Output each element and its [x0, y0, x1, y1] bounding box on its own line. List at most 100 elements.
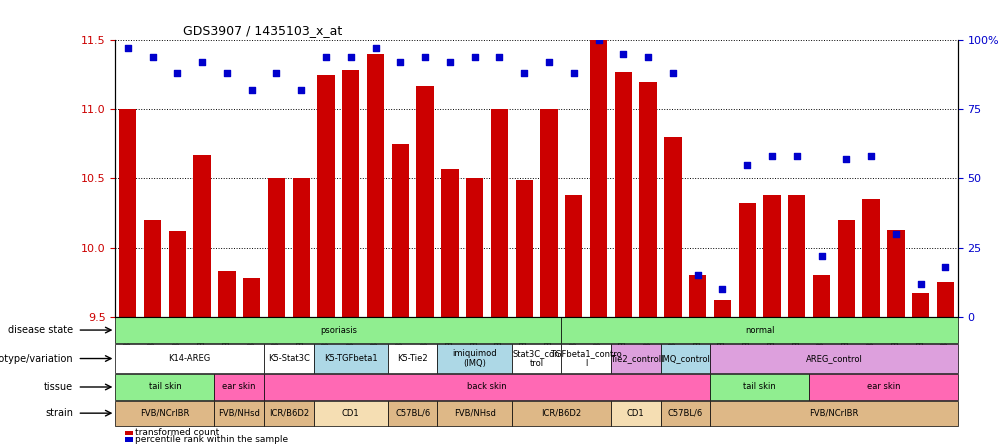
Bar: [763, 195, 780, 317]
Bar: [342, 71, 359, 317]
Point: [466, 53, 482, 60]
Bar: [441, 169, 458, 317]
Bar: [660, 344, 709, 373]
Bar: [837, 220, 854, 317]
Bar: [268, 178, 285, 317]
Point: [169, 70, 185, 77]
Text: FVB/NHsd: FVB/NHsd: [453, 408, 495, 418]
Bar: [709, 344, 957, 373]
Text: tissue: tissue: [44, 382, 73, 392]
Point: [367, 45, 383, 52]
Bar: [214, 400, 264, 426]
Text: C57BL/6: C57BL/6: [667, 408, 702, 418]
Bar: [490, 109, 508, 317]
Bar: [437, 400, 511, 426]
Text: ICR/B6D2: ICR/B6D2: [541, 408, 581, 418]
Bar: [143, 220, 161, 317]
Bar: [314, 400, 388, 426]
Point: [343, 53, 359, 60]
Bar: [437, 344, 511, 373]
Text: strain: strain: [45, 408, 73, 418]
Bar: [511, 400, 610, 426]
Text: percentile rank within the sample: percentile rank within the sample: [135, 435, 289, 444]
Bar: [788, 195, 805, 317]
Bar: [193, 155, 210, 317]
Text: genotype/variation: genotype/variation: [0, 353, 73, 364]
Bar: [709, 374, 809, 400]
Point: [863, 153, 879, 160]
Text: transformed count: transformed count: [135, 428, 219, 437]
Point: [218, 70, 234, 77]
Bar: [314, 344, 388, 373]
Point: [614, 50, 630, 57]
Text: K5-TGFbeta1: K5-TGFbeta1: [324, 354, 377, 363]
Point: [764, 153, 780, 160]
Text: disease state: disease state: [8, 325, 73, 335]
Point: [738, 161, 755, 168]
Text: CD1: CD1: [626, 408, 644, 418]
Bar: [610, 344, 660, 373]
Text: ear skin: ear skin: [222, 382, 256, 392]
Text: ICR/B6D2: ICR/B6D2: [269, 408, 309, 418]
Text: GDS3907 / 1435103_x_at: GDS3907 / 1435103_x_at: [182, 24, 342, 37]
Point: [392, 59, 408, 66]
Text: normal: normal: [744, 325, 774, 335]
Bar: [264, 344, 314, 373]
Bar: [388, 344, 437, 373]
Bar: [466, 178, 483, 317]
Bar: [367, 54, 384, 317]
Bar: [540, 109, 557, 317]
Text: ear skin: ear skin: [866, 382, 900, 392]
Bar: [887, 230, 904, 317]
Text: CD1: CD1: [342, 408, 359, 418]
Text: AREG_control: AREG_control: [805, 354, 862, 363]
Text: Tie2_control: Tie2_control: [609, 354, 660, 363]
Point: [491, 53, 507, 60]
Bar: [264, 374, 709, 400]
Bar: [511, 344, 561, 373]
Point: [243, 86, 260, 93]
Bar: [639, 82, 656, 317]
Bar: [663, 137, 681, 317]
Point: [887, 230, 903, 238]
Point: [937, 264, 953, 271]
Text: tail skin: tail skin: [148, 382, 181, 392]
Bar: [614, 72, 631, 317]
Point: [912, 280, 928, 287]
Bar: [218, 271, 235, 317]
Point: [689, 272, 705, 279]
Point: [144, 53, 160, 60]
Bar: [936, 282, 953, 317]
Text: TGFbeta1_contro
l: TGFbeta1_contro l: [550, 349, 621, 368]
Bar: [660, 400, 709, 426]
Bar: [709, 400, 957, 426]
Point: [417, 53, 433, 60]
Point: [813, 253, 829, 260]
Point: [442, 59, 458, 66]
Point: [540, 59, 556, 66]
Bar: [688, 275, 705, 317]
Bar: [115, 317, 561, 343]
Text: K14-AREG: K14-AREG: [168, 354, 210, 363]
Bar: [391, 144, 409, 317]
Point: [293, 86, 309, 93]
Bar: [293, 178, 310, 317]
Point: [516, 70, 532, 77]
Text: IMQ_control: IMQ_control: [659, 354, 709, 363]
Point: [788, 153, 804, 160]
Bar: [168, 231, 185, 317]
Text: FVB/NCrIBR: FVB/NCrIBR: [809, 408, 858, 418]
Point: [119, 45, 135, 52]
Bar: [862, 199, 879, 317]
Bar: [388, 400, 437, 426]
Bar: [115, 400, 214, 426]
Point: [193, 59, 209, 66]
Point: [269, 70, 285, 77]
Bar: [812, 275, 830, 317]
Bar: [737, 203, 756, 317]
Bar: [214, 374, 264, 400]
Text: Stat3C_con
trol: Stat3C_con trol: [512, 349, 560, 368]
Bar: [713, 300, 730, 317]
Text: FVB/NCrIBR: FVB/NCrIBR: [140, 408, 189, 418]
Point: [713, 286, 729, 293]
